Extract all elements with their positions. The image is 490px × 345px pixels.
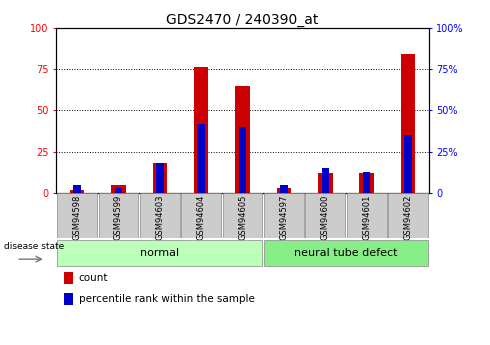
Text: GSM94605: GSM94605 — [238, 195, 247, 240]
Text: GSM94603: GSM94603 — [155, 195, 164, 240]
Bar — [111, 185, 125, 193]
Bar — [305, 193, 345, 238]
Bar — [264, 239, 428, 266]
Text: GSM94597: GSM94597 — [279, 195, 289, 240]
Text: GSM94602: GSM94602 — [404, 195, 413, 240]
Bar — [347, 193, 387, 238]
Bar — [318, 173, 333, 193]
Text: normal: normal — [140, 248, 179, 258]
Bar — [321, 168, 329, 193]
Bar — [401, 54, 416, 193]
Bar — [98, 193, 138, 238]
Bar — [194, 67, 208, 193]
Bar — [64, 293, 73, 306]
Bar — [115, 188, 122, 193]
Bar — [363, 172, 370, 193]
Bar — [404, 135, 412, 193]
Bar — [280, 185, 288, 193]
Text: GSM94604: GSM94604 — [196, 195, 206, 240]
Text: neural tube defect: neural tube defect — [294, 248, 398, 258]
Bar — [360, 173, 374, 193]
Text: percentile rank within the sample: percentile rank within the sample — [79, 294, 255, 304]
Bar — [156, 164, 164, 193]
Bar — [277, 188, 291, 193]
Bar — [222, 193, 263, 238]
Bar — [57, 239, 263, 266]
Bar — [152, 164, 167, 193]
Text: GSM94600: GSM94600 — [321, 195, 330, 240]
Bar — [239, 127, 246, 193]
Bar — [388, 193, 428, 238]
Text: disease state: disease state — [4, 242, 65, 251]
Bar — [140, 193, 180, 238]
Text: count: count — [79, 273, 108, 283]
Bar — [64, 272, 73, 284]
Bar — [74, 185, 81, 193]
Bar — [264, 193, 304, 238]
Bar — [197, 124, 205, 193]
Bar — [235, 86, 250, 193]
Text: GSM94598: GSM94598 — [73, 195, 81, 240]
Text: GSM94601: GSM94601 — [362, 195, 371, 240]
Bar — [181, 193, 221, 238]
Bar — [70, 190, 84, 193]
Text: GSM94599: GSM94599 — [114, 195, 123, 240]
Title: GDS2470 / 240390_at: GDS2470 / 240390_at — [167, 12, 318, 27]
Bar — [57, 193, 97, 238]
